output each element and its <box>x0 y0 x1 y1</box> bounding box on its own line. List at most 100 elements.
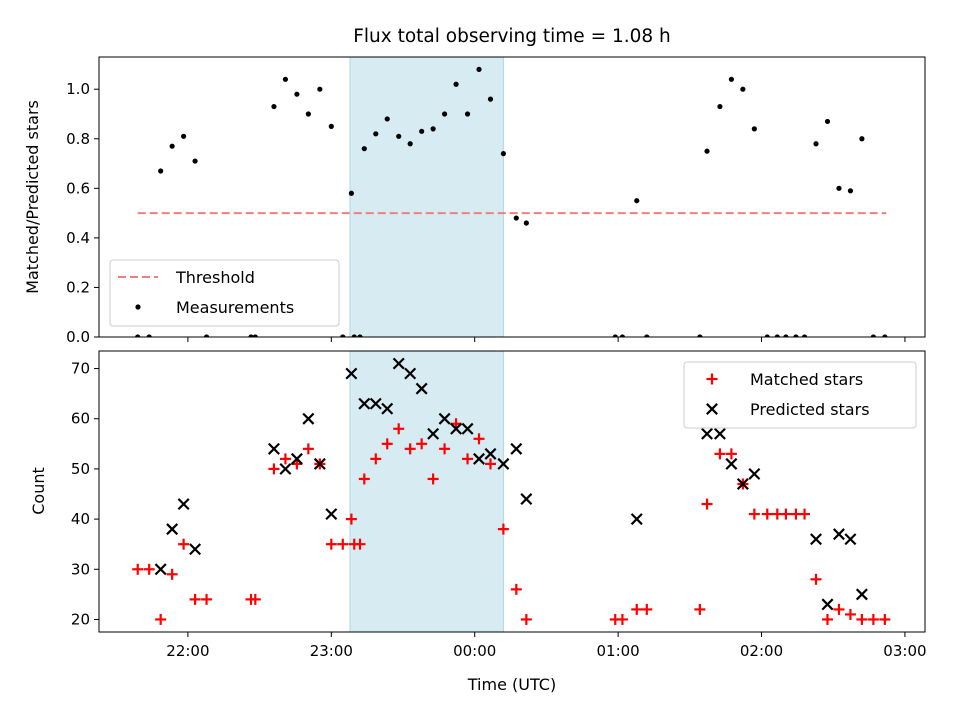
data-point <box>370 453 382 465</box>
data-point <box>178 538 190 550</box>
data-point <box>821 613 833 625</box>
data-point <box>317 86 323 92</box>
data-point <box>879 613 891 625</box>
y-tick-label: 20 <box>71 610 90 628</box>
data-point <box>169 143 175 149</box>
data-point <box>340 334 346 337</box>
data-point <box>844 608 856 620</box>
data-point <box>282 76 289 82</box>
data-point <box>833 603 845 615</box>
data-point <box>294 91 300 97</box>
data-point <box>500 151 506 157</box>
data-point <box>290 452 303 465</box>
legend-box <box>109 259 340 327</box>
data-point <box>701 427 714 440</box>
data-point <box>154 563 167 576</box>
y-tick-label: 1.0 <box>66 80 90 98</box>
legend: Matched stars Predicted stars <box>683 361 917 429</box>
ratio-y-axis-label: Matched/Predicted stars <box>23 100 42 294</box>
data-point <box>728 76 735 82</box>
chart-title: Flux total observing time = 1.08 h <box>353 26 671 47</box>
data-point <box>619 334 626 337</box>
data-point <box>810 533 822 546</box>
data-point <box>438 412 451 425</box>
ratio-panel: 0.0 0.2 0.4 0.6 0.8 1.0 Threshold Measurements <box>66 56 926 346</box>
axis-frame <box>98 56 926 338</box>
data-point <box>177 498 190 511</box>
data-point <box>487 96 494 102</box>
count-panel: 20 30 40 50 60 70 22:00 23:00 00:00 01:00 02:00 03:… <box>71 350 927 660</box>
data-point <box>813 141 819 147</box>
data-point <box>859 136 865 142</box>
y-tick-label: 60 <box>71 410 90 428</box>
data-point <box>497 457 510 470</box>
x-axis-label: Time (UTC) <box>467 675 556 694</box>
data-point <box>774 334 780 337</box>
data-point <box>442 111 448 117</box>
data-point <box>450 422 463 435</box>
data-point <box>694 603 706 615</box>
legend-label: Matched stars <box>750 370 863 389</box>
data-point <box>473 452 485 465</box>
data-point <box>396 133 402 139</box>
data-point <box>143 563 155 575</box>
data-point <box>713 427 726 440</box>
data-point <box>181 133 187 139</box>
legend-swatch <box>706 403 718 415</box>
data-point <box>799 508 811 520</box>
data-point <box>166 523 179 536</box>
data-point <box>369 397 382 410</box>
y-tick-label: 0.8 <box>66 130 90 148</box>
legend-item: Predicted stars <box>706 400 870 419</box>
legend-label: Threshold <box>175 268 255 287</box>
data-point <box>416 438 428 450</box>
data-point <box>704 148 710 154</box>
data-point <box>748 467 761 480</box>
data-point <box>325 508 338 521</box>
data-point <box>697 334 703 337</box>
data-point <box>351 334 357 337</box>
data-point <box>419 128 425 134</box>
data-point <box>736 477 749 490</box>
data-point <box>793 334 799 337</box>
data-point <box>497 523 509 535</box>
data-point <box>430 126 436 132</box>
y-tick-label: 0.2 <box>66 278 90 296</box>
x-tick-label: 23:00 <box>310 642 353 660</box>
data-point <box>714 448 726 460</box>
data-point <box>513 215 519 221</box>
data-point <box>392 357 405 370</box>
data-point <box>201 593 213 605</box>
data-point <box>520 493 533 506</box>
y-tick-label: 0.4 <box>66 229 90 247</box>
data-point <box>810 573 822 585</box>
data-point <box>345 513 357 525</box>
data-point <box>520 613 532 625</box>
data-point <box>725 448 737 460</box>
data-point <box>748 508 760 520</box>
data-point <box>641 603 653 615</box>
data-point <box>725 457 738 470</box>
data-point <box>473 433 485 445</box>
data-point <box>464 111 471 117</box>
data-point <box>510 583 522 595</box>
data-point <box>384 116 390 122</box>
data-point <box>484 458 496 470</box>
data-point <box>821 598 834 611</box>
data-point <box>249 593 261 605</box>
data-point <box>439 443 451 455</box>
data-point <box>523 220 529 226</box>
plot-area <box>132 357 891 625</box>
data-point <box>832 528 845 541</box>
data-point <box>824 118 831 125</box>
data-point <box>337 538 349 550</box>
data-point <box>313 457 326 470</box>
legend-box <box>683 361 917 429</box>
data-point <box>404 367 417 380</box>
highlight-span <box>349 350 504 633</box>
data-point <box>135 334 141 337</box>
data-point <box>630 513 643 526</box>
legend: Threshold Measurements <box>109 259 340 327</box>
data-point <box>354 538 366 550</box>
data-point <box>612 334 618 337</box>
